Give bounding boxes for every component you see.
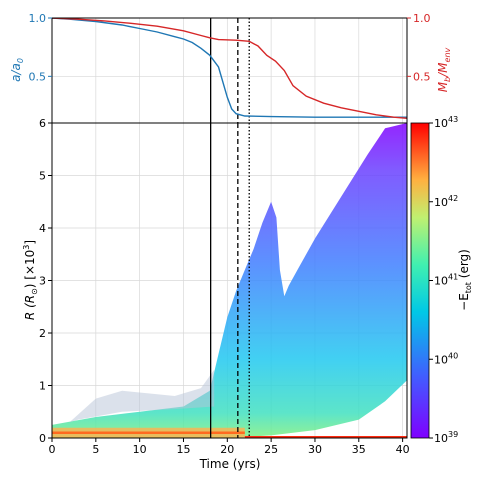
top-panel: 1.0 0.5 1.0 0.5 a/a0 Mb/Menv [9, 12, 452, 124]
colorbar-tick-label: 1042 [434, 194, 458, 209]
density-plot [52, 123, 407, 438]
y-tick-label: 5 [39, 170, 46, 183]
x-tick-label: 20 [220, 443, 234, 456]
x-tick-label: 0 [49, 443, 56, 456]
top-left-tick-label: 0.5 [29, 70, 47, 83]
top-right-tick-label: 1.0 [413, 12, 431, 25]
x-tick-label: 30 [308, 443, 322, 456]
x-axis-label: Time (yrs) [199, 457, 261, 471]
series-a-ratio-line [52, 18, 407, 118]
top-grid [52, 17, 407, 123]
y-tick-label: 1 [39, 380, 46, 393]
y-tick-label: 3 [39, 275, 46, 288]
top-left-ticks: 1.0 0.5 [29, 12, 52, 83]
x-ticks: 0 5 10 15 20 25 30 35 40 [49, 438, 410, 456]
y-tick-label: 0 [39, 432, 46, 445]
bottom-panel: 0 5 10 15 20 25 30 35 40 0 1 2 3 4 5 6 Time (yrs) R (R… [22, 117, 410, 471]
x-tick-label: 35 [352, 443, 366, 456]
top-left-tick-label: 1.0 [29, 12, 47, 25]
y-tick-label: 2 [39, 327, 46, 340]
x-tick-label: 10 [133, 443, 147, 456]
top-left-ylabel: a/a0 [9, 58, 25, 82]
colorbar-label: −Etot (erg) [457, 249, 473, 311]
x-tick-label: 40 [396, 443, 410, 456]
colorbar-tick-label: 1040 [434, 351, 458, 366]
x-tick-label: 15 [176, 443, 190, 456]
y-ticks: 0 1 2 3 4 5 6 [39, 117, 52, 445]
colorbar: 1039 1040 1041 1042 1043 −Etot (erg) [410, 115, 473, 445]
sparse-particles [69, 369, 215, 423]
series-mass-ratio-line [52, 18, 407, 119]
y-tick-label: 4 [39, 222, 46, 235]
top-right-ticks: 1.0 0.5 [407, 12, 431, 83]
colorbar-ticks: 1039 1040 1041 1042 1043 [429, 115, 458, 445]
colorbar-tick-label: 1039 [434, 430, 458, 445]
bottom-vertical-lines [210, 123, 250, 438]
top-right-ylabel: Mb/Menv [436, 47, 452, 92]
particle-distribution [52, 123, 407, 438]
colorbar-gradient [410, 122, 430, 439]
y-tick-label: 6 [39, 117, 46, 130]
colorbar-tick-label: 1043 [434, 115, 458, 130]
top-frame [51, 17, 408, 124]
x-tick-label: 5 [92, 443, 99, 456]
top-right-tick-label: 0.5 [413, 70, 431, 83]
y-axis-label: R (R⊙) [×103] [22, 240, 39, 320]
top-vertical-lines [210, 18, 250, 123]
colorbar-tick-label: 1041 [434, 273, 458, 288]
top-series [52, 18, 407, 119]
x-tick-label: 25 [264, 443, 278, 456]
